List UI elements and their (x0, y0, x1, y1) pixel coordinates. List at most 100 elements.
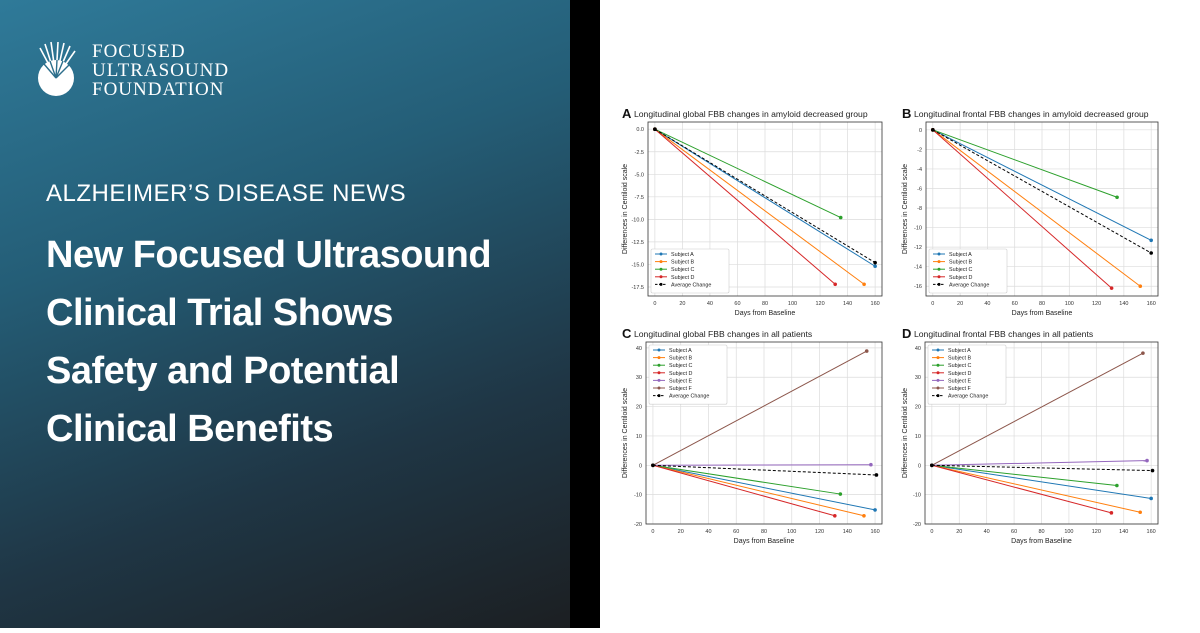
legend-entry: Subject B (669, 356, 692, 362)
y-tick-label: 10 (636, 434, 642, 440)
y-tick-label: -7.5 (635, 195, 644, 201)
x-tick-label: 80 (1039, 301, 1045, 307)
data-point (1115, 195, 1119, 200)
legend-marker (936, 378, 940, 382)
series-line (932, 129, 1118, 198)
x-tick-label: 60 (734, 301, 740, 307)
plot-frame (647, 121, 883, 297)
legend-marker (937, 252, 941, 256)
y-tick-label: 0 (918, 463, 921, 469)
legend-entry: Subject B (671, 260, 694, 266)
y-tick-label: 30 (636, 375, 642, 381)
x-tick-label: 40 (707, 301, 713, 307)
series-line (654, 128, 836, 285)
x-tick-label: 80 (1038, 529, 1044, 535)
legend-entry: Subject D (948, 371, 971, 377)
legend-marker (937, 282, 941, 286)
x-tick-label: 80 (761, 529, 767, 535)
data-point (1141, 351, 1145, 355)
legend-entry: Subject C (949, 267, 972, 273)
y-tick-label: -4 (917, 167, 922, 173)
series-line (931, 460, 1148, 466)
data-point (874, 473, 879, 477)
y-tick-label: -15.0 (631, 262, 644, 268)
data-point (1115, 483, 1119, 488)
plot-frame (925, 121, 1159, 297)
y-tick-label: 0.0 (636, 127, 644, 133)
data-point (838, 492, 843, 496)
data-point (931, 128, 935, 132)
legend-entry: Subject C (671, 267, 694, 273)
x-tick-label: 100 (1065, 301, 1074, 307)
brand-line-1: Focused (92, 40, 186, 62)
data-point (869, 462, 873, 467)
y-tick-label: 20 (636, 405, 642, 411)
y-tick-label: -20 (913, 522, 921, 528)
legend-entry: Subject F (948, 386, 971, 392)
legend-marker (657, 386, 661, 390)
legend-box (648, 344, 728, 405)
y-tick-label: 40 (636, 346, 642, 352)
y-tick-label: 10 (915, 434, 921, 440)
headline-line-2: Clinical Trial Shows (46, 292, 393, 334)
series-line (654, 128, 876, 264)
legend-marker (936, 356, 940, 360)
y-tick-label: -14 (914, 265, 922, 271)
legend-marker (936, 371, 940, 375)
y-tick-label: -5.0 (635, 172, 644, 178)
plot-frame (645, 341, 883, 525)
legend-entry: Subject B (949, 260, 972, 266)
legend-box (650, 248, 730, 294)
data-point (1149, 496, 1153, 501)
x-tick-label: 0 (930, 529, 933, 535)
series-line (931, 464, 1112, 514)
data-point (838, 215, 843, 220)
chart-panel-d: D Longitudinal frontal FBB changes in all… (902, 326, 1159, 545)
legend-entry: Subject A (949, 252, 972, 258)
y-tick-label: 0 (639, 463, 642, 469)
legend-entry: Subject E (948, 378, 971, 384)
headline: New Focused Ultrasound Clinical Trial Sh… (46, 226, 556, 458)
data-point (1145, 458, 1149, 463)
legend-box (927, 344, 1007, 405)
chart-title: Longitudinal global FBB changes in all p… (634, 329, 812, 339)
x-tick-label: 100 (1064, 529, 1073, 535)
y-tick-label: -6 (917, 186, 922, 192)
legend-entry: Subject A (671, 252, 694, 258)
data-point (1149, 251, 1153, 255)
x-tick-label: 0 (651, 529, 654, 535)
data-point (930, 463, 934, 468)
legend-marker (936, 394, 940, 398)
data-point (1149, 238, 1153, 243)
x-tick-label: 120 (815, 529, 824, 535)
series-line (932, 129, 1112, 289)
y-tick-label: -20 (634, 522, 642, 528)
x-tick-label: 140 (1119, 529, 1128, 535)
y-tick-label: -16 (914, 284, 922, 290)
y-tick-label: -12 (914, 245, 922, 251)
x-tick-label: 60 (1012, 301, 1018, 307)
series-line (931, 464, 1153, 472)
y-tick-label: -10 (913, 493, 921, 499)
legend-entry: Average Change (671, 282, 711, 288)
panel-letter: D (902, 326, 911, 341)
x-tick-label: 140 (843, 301, 852, 307)
data-point (833, 513, 837, 518)
legend-marker (937, 275, 941, 279)
legend-marker (936, 363, 940, 367)
y-axis-label: Differences in Centiloid scale (902, 388, 909, 478)
chart-panel-c: C Longitudinal global FBB changes in all … (622, 326, 883, 545)
series-line (654, 128, 865, 285)
x-tick-label: 40 (705, 529, 711, 535)
x-tick-label: 0 (653, 301, 656, 307)
legend-entry: Subject E (669, 378, 692, 384)
chart-panel-a: A Longitudinal global FBB changes in amyl… (622, 106, 883, 317)
x-tick-label: 20 (956, 529, 962, 535)
y-tick-label: -2.5 (635, 150, 644, 156)
y-axis-label: Differences in Centiloid scale (622, 388, 629, 478)
x-tick-label: 120 (1092, 301, 1101, 307)
brand-logo[interactable]: Focused Ultrasound Foundation (32, 40, 229, 100)
chart-panel-b: B Longitudinal frontal FBB changes in amy… (902, 106, 1159, 317)
x-tick-label: 120 (1092, 529, 1101, 535)
y-tick-label: -10 (914, 226, 922, 232)
